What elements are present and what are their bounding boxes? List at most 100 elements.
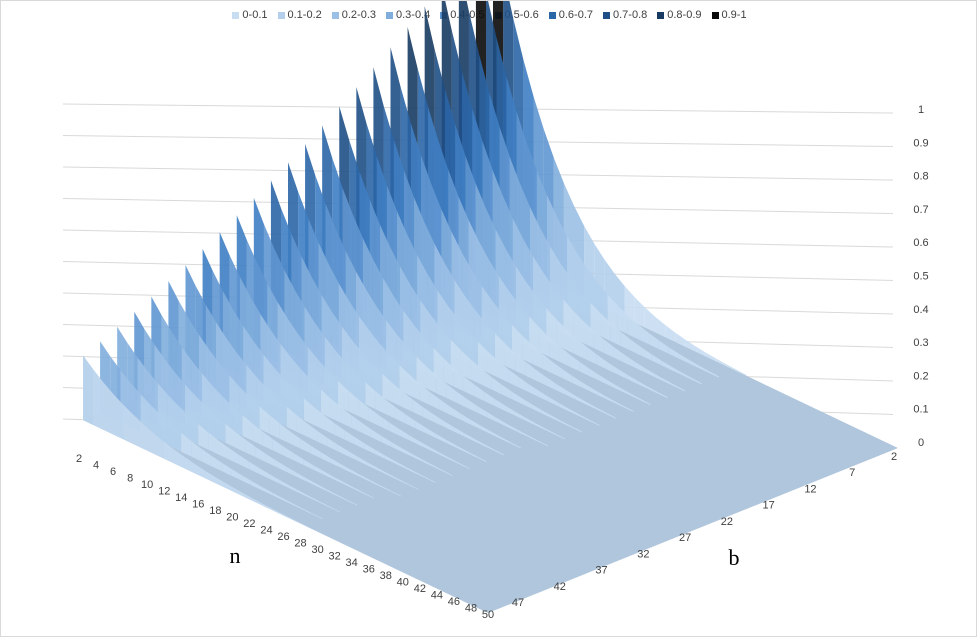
surface-facet [429,391,440,410]
surface-facet [188,414,199,445]
surface-facet [269,415,280,439]
surface-facet [282,446,294,461]
n-tick-label: 48 [465,603,477,615]
surface-facet [579,361,590,377]
surface-facet [350,469,361,478]
surface-facet [412,399,423,417]
legend-swatch [657,11,665,19]
surface-facet [231,469,242,481]
surface-facet [439,452,450,460]
surface-facet [647,386,658,394]
legend-item: 0.3-0.4 [386,9,430,21]
n-tick-label: 44 [431,590,443,602]
surface-facet [589,368,600,382]
surface-facet [337,444,348,456]
surface-facet [405,466,416,474]
surface-facet [265,453,276,467]
surface-facet [375,391,386,414]
surface-facet [549,337,560,362]
surface-facet [177,405,189,441]
surface-facet [425,427,437,439]
z-tick-label: 0.7 [913,204,928,216]
surface-facet [507,424,518,432]
surface-facet [258,467,270,479]
surface-facet [317,430,328,447]
surface-facet [624,354,635,368]
surface-facet [269,473,280,484]
surface-facet [566,329,577,355]
surface-facet [606,361,618,375]
surface-facet [505,343,516,371]
surface-facet [665,324,676,342]
surface-facet [556,319,567,351]
surface-facet [296,415,307,437]
surface-facet [320,389,332,419]
surface-facet [450,406,461,420]
surface-facet [419,441,430,450]
surface-facet [606,412,617,419]
surface-facet [695,346,706,357]
surface-facet [389,354,400,391]
surface-facet [655,316,666,338]
surface-facet [531,404,542,414]
surface-facet [494,398,505,411]
b-tick-label: 7 [849,467,855,479]
surface-facet [394,460,406,469]
b-tick-label: 37 [595,565,607,577]
surface-facet [582,382,593,393]
surface-facet [590,302,601,337]
surface-facet [191,440,202,462]
surface-facet [637,324,649,344]
surface-facet [333,476,344,485]
surface-facet [477,341,488,373]
b-axis-title: b [729,545,740,570]
legend-swatch [548,11,556,19]
surface-facet [583,321,594,348]
surface-facet [473,438,484,446]
surface-facet [303,459,314,470]
surface-facet [324,415,335,435]
surface-facet [341,407,352,428]
surface-facet [708,370,719,378]
surface-facet [320,451,331,463]
b-tick-label: 47 [512,597,524,609]
surface-facet [293,388,304,421]
surface-facet [524,417,535,426]
surface-facet [497,418,508,428]
surface-facet [627,374,638,384]
surface-facet [302,508,313,515]
surface-facet [511,391,522,404]
surface-facet [678,353,689,364]
surface-facet [289,431,301,449]
surface-facet [235,432,246,453]
surface-facet [675,332,686,347]
surface-facet [654,373,665,382]
surface-facet [658,339,669,354]
surface-facet [282,497,293,505]
surface-facet [242,415,253,441]
surface-facet [474,384,485,401]
surface-facet [251,481,263,491]
surface-facet [596,354,607,370]
surface-facet [522,335,533,364]
surface-facet [436,433,447,443]
n-axis-title: n [230,543,241,568]
n-tick-label: 18 [209,505,221,517]
surface-facet [385,399,396,419]
surface-facet [300,438,311,454]
surface-facet [691,377,702,385]
surface-facet [504,405,515,416]
surface-facet [534,422,545,430]
legend-item: 0-0.1 [232,9,268,21]
surface-facet [640,398,651,406]
surface-facet [348,390,359,417]
surface-facet [313,407,325,430]
n-tick-label: 16 [192,499,204,511]
surface-facet [415,471,426,479]
surface-facet [538,390,549,402]
surface-facet [432,413,444,427]
legend-item: 0.6-0.7 [548,9,593,21]
n-tick-label: 38 [380,570,392,582]
surface-facet [514,411,525,421]
surface-facet [381,436,392,448]
